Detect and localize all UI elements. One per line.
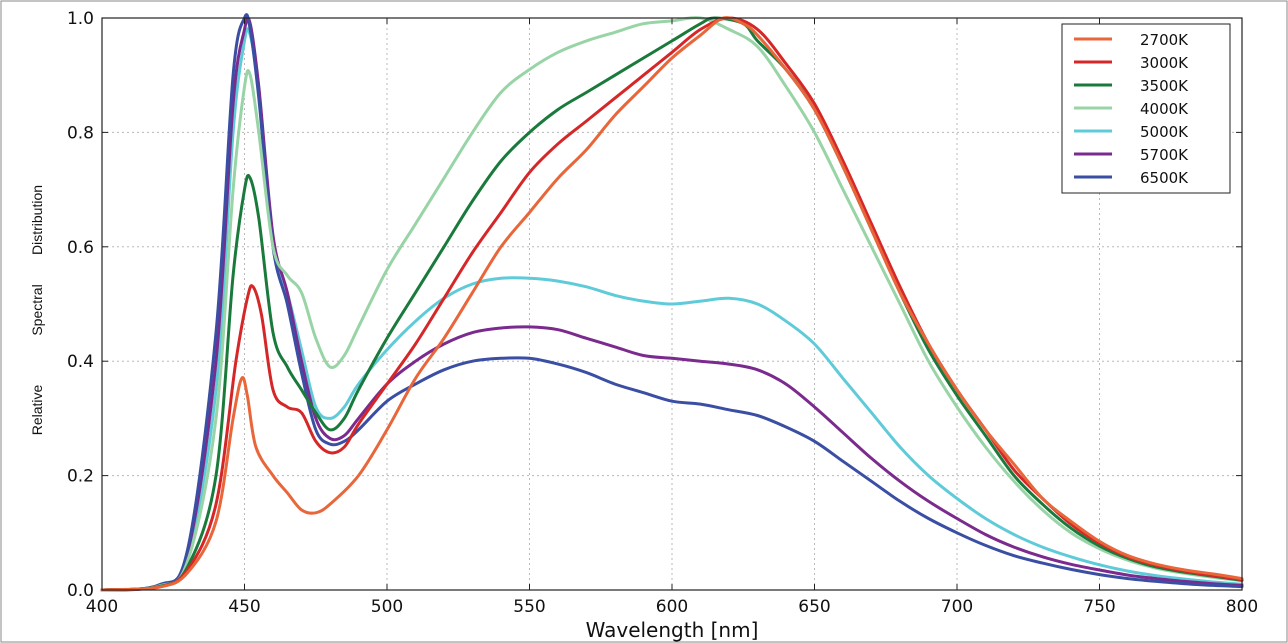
y-axis-title-word: Relative — [29, 385, 45, 436]
axis-ticks: 400 450 500 550 600 650 700 750 800 0.0 0.2 0.4 0.6 0… — [67, 9, 1258, 617]
y-tick-label: 0.4 — [67, 352, 94, 372]
y-tick-label: 0.2 — [67, 467, 94, 487]
y-tick-label: 0.8 — [67, 123, 94, 143]
y-axis-title-word: Spectral — [29, 284, 45, 335]
y-tick-label: 0.6 — [67, 238, 94, 258]
legend-label: 4000K — [1140, 100, 1189, 118]
series-line-4000K — [100, 16, 1244, 592]
legend: 2700K 3000K 3500K 4000K 5000K 5700K 6500K — [1061, 23, 1231, 194]
x-tick-label: 500 — [371, 597, 403, 617]
legend-label: 3000K — [1140, 54, 1189, 72]
y-tick-label: 1.0 — [67, 9, 94, 29]
x-axis-title: Wavelength [nm] — [586, 618, 759, 642]
series-line-3500K — [100, 16, 1244, 592]
legend-label: 5700K — [1140, 146, 1189, 164]
series-line-3000K — [100, 16, 1244, 592]
legend-label: 3500K — [1140, 77, 1189, 95]
series-line-6500K — [100, 13, 1244, 592]
series-line-2700K — [100, 16, 1244, 592]
grid — [102, 18, 1242, 590]
legend-label: 6500K — [1140, 169, 1189, 187]
legend-label: 5000K — [1140, 123, 1189, 141]
y-axis-title: Relative Spectral Distribution — [29, 185, 45, 435]
x-tick-label: 700 — [941, 597, 973, 617]
x-tick-label: 800 — [1226, 597, 1258, 617]
legend-label: 2700K — [1140, 31, 1189, 49]
x-tick-label: 400 — [86, 597, 118, 617]
x-tick-label: 750 — [1083, 597, 1115, 617]
x-tick-label: 600 — [656, 597, 688, 617]
y-axis-title-word: Distribution — [29, 185, 45, 255]
y-tick-label: 0.0 — [67, 581, 94, 601]
series-lines — [100, 13, 1244, 592]
x-tick-label: 450 — [228, 597, 260, 617]
x-tick-label: 550 — [513, 597, 545, 617]
x-tick-label: 650 — [798, 597, 830, 617]
